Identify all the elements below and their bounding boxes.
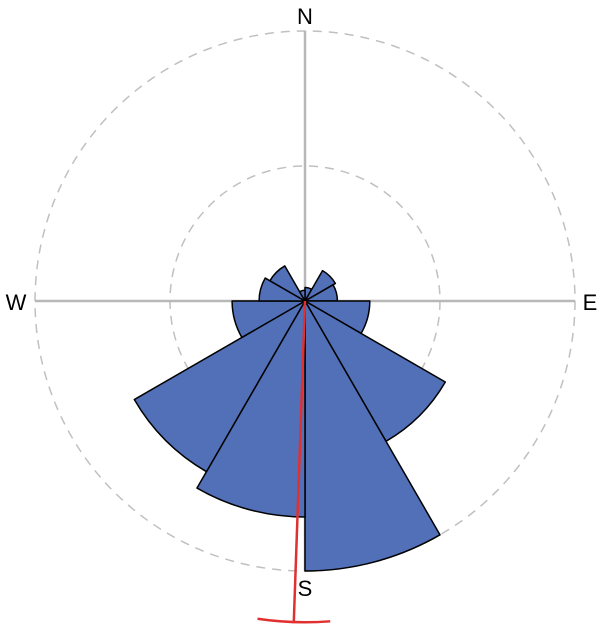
west-label: W — [6, 290, 27, 315]
rose-bar-345 — [298, 289, 306, 302]
rose-bar-165 — [304, 300, 441, 572]
rose-bar-225 — [133, 300, 306, 473]
north-label: N — [297, 4, 313, 29]
rose-bar-285 — [258, 277, 306, 302]
rose-bar-195 — [196, 300, 306, 518]
mean-direction-cap — [257, 617, 331, 624]
east-label: E — [583, 290, 598, 315]
mean-direction-line — [292, 300, 307, 623]
south-label: S — [298, 576, 313, 601]
mean-direction-indicator — [257, 300, 331, 624]
rose-bar-315 — [269, 265, 306, 302]
rose-bar-255 — [231, 300, 306, 339]
rose-bars — [133, 265, 447, 572]
rose-bar-45 — [304, 269, 337, 302]
